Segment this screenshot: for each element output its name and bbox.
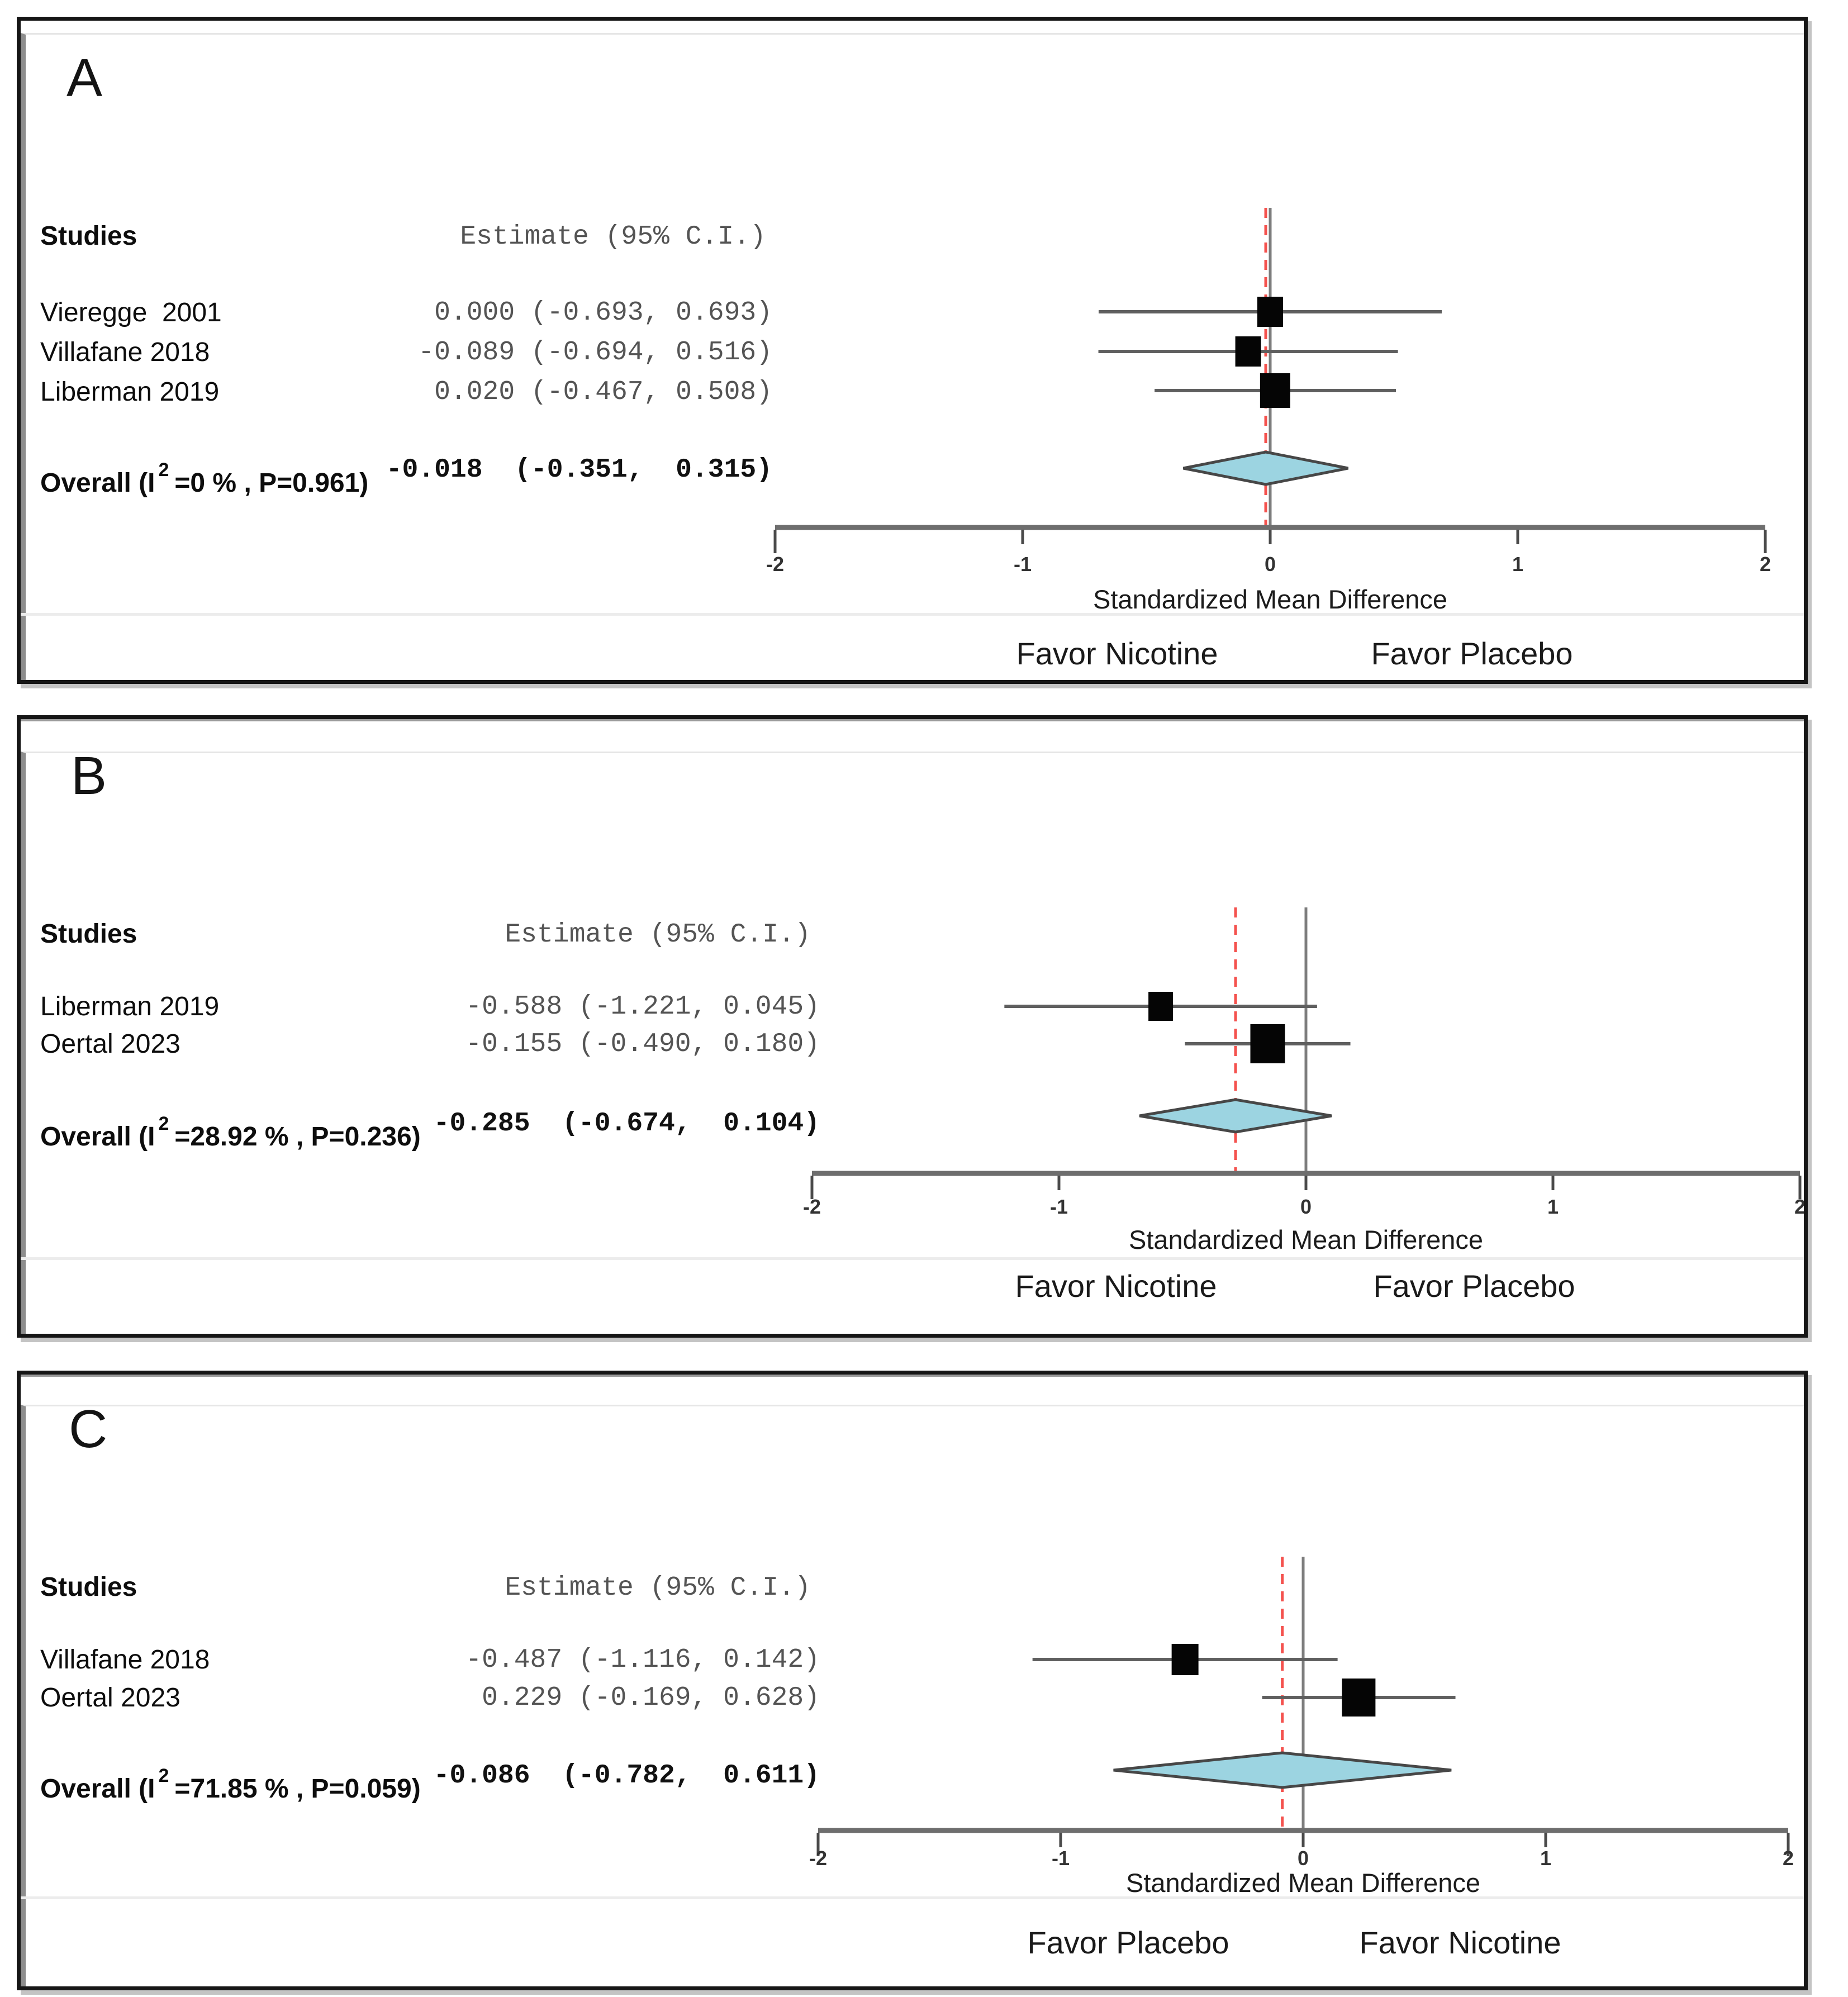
tick-label: 2 — [1794, 1195, 1804, 1218]
overall-suffix: =71.85 % , P=0.059) — [174, 1774, 421, 1804]
overall-label-c: Overall (I 2 =71.85 % , P=0.059) — [40, 1761, 421, 1804]
estimate-header-b: Estimate (95% C.I.) — [505, 920, 811, 950]
forest-plot-b: -2 -1 0 1 2 — [803, 907, 1804, 1218]
estimate-header-c: Estimate (95% C.I.) — [505, 1573, 811, 1603]
forest-plot-a: -2 -1 0 1 2 — [766, 208, 1771, 576]
study-name: Oertal 2023 — [40, 1029, 180, 1059]
x-axis-label-b: Standardized Mean Difference — [1128, 1225, 1484, 1254]
study-estimate: 0.229 (-0.169, 0.628) — [482, 1683, 820, 1713]
study-square — [1342, 1679, 1376, 1717]
tick-label: -1 — [1052, 1847, 1070, 1870]
overall-prefix: Overall (I — [40, 1774, 155, 1804]
tick-label: 1 — [1512, 553, 1523, 576]
overall-prefix: Overall (I — [40, 1122, 155, 1152]
overall-sup: 2 — [158, 459, 169, 481]
forest-plot-c: -2 -1 0 1 2 — [809, 1557, 1794, 1870]
study-estimate: 0.000 (-0.693, 0.693) — [434, 298, 772, 328]
overall-estimate-a: -0.018 (-0.351, 0.315) — [386, 455, 772, 485]
study-estimate: 0.020 (-0.467, 0.508) — [434, 377, 772, 407]
study-name: Liberman 2019 — [40, 992, 220, 1021]
studies-header-a: Studies — [40, 221, 137, 251]
tick-label: -2 — [803, 1195, 821, 1218]
favor-right-label-c: Favor Nicotine — [1359, 1925, 1561, 1960]
tick-label: -1 — [1014, 553, 1032, 576]
study-name: Vieregge 2001 — [40, 298, 222, 327]
panel-c-letter: C — [69, 1399, 108, 1459]
panel-a: -2 -1 0 1 2 A Studies Estimate (95% C.I.) Vi… — [17, 17, 1808, 684]
x-axis-label-c: Standardized Mean Difference — [1125, 1868, 1481, 1898]
study-estimate: -0.089 (-0.694, 0.516) — [418, 337, 772, 368]
overall-label-b: Overall (I 2 =28.92 % , P=0.236) — [40, 1109, 421, 1152]
tick-label: 0 — [1265, 553, 1276, 576]
studies-header-c: Studies — [40, 1572, 137, 1602]
studies-header-b: Studies — [40, 919, 137, 949]
favor-left-label-c: Favor Placebo — [1027, 1925, 1229, 1960]
study-name: Villafane 2018 — [40, 1645, 210, 1675]
divider-b — [21, 1257, 1804, 1260]
overall-prefix: Overall (I — [40, 468, 155, 498]
divider-c — [21, 1896, 1804, 1899]
study-name: Liberman 2019 — [40, 377, 220, 407]
overall-suffix: =0 % , P=0.961) — [174, 468, 369, 498]
panel-c: -2 -1 0 1 2 C Studies Estimate (95% C.I.) Vi… — [17, 1371, 1808, 1990]
study-estimate: -0.155 (-0.490, 0.180) — [465, 1029, 820, 1059]
tick-label: -2 — [809, 1847, 827, 1870]
tick-label: -2 — [766, 553, 784, 576]
study-name: Oertal 2023 — [40, 1683, 180, 1713]
estimate-header-a: Estimate (95% C.I.) — [460, 222, 766, 252]
divider-a — [21, 613, 1804, 616]
panel-a-letter: A — [66, 48, 103, 108]
overall-suffix: =28.92 % , P=0.236) — [174, 1122, 421, 1152]
study-estimate: -0.487 (-1.116, 0.142) — [465, 1645, 820, 1675]
tick-label: 1 — [1540, 1847, 1551, 1870]
overall-estimate-c: -0.086 (-0.782, 0.611) — [433, 1761, 820, 1791]
favor-right-label-a: Favor Placebo — [1371, 636, 1573, 671]
panel-b-letter: B — [71, 746, 107, 806]
study-estimate: -0.588 (-1.221, 0.045) — [465, 992, 820, 1022]
study-name: Villafane 2018 — [40, 337, 210, 367]
tick-label: 2 — [1783, 1847, 1794, 1870]
favor-left-label-b: Favor Nicotine — [1015, 1268, 1217, 1304]
overall-label-a: Overall (I 2 =0 % , P=0.961) — [40, 455, 368, 498]
overall-sup: 2 — [158, 1765, 169, 1786]
study-square — [1250, 1024, 1285, 1063]
panel-b: -2 -1 0 1 2 B Studies Estimate (95% C.I.) Li… — [17, 715, 1808, 1338]
study-square — [1171, 1644, 1199, 1675]
study-square — [1148, 992, 1174, 1021]
study-square — [1235, 336, 1261, 367]
tick-label: -1 — [1050, 1195, 1068, 1218]
x-axis-label-a: Standardized Mean Difference — [1092, 584, 1448, 614]
summary-diamond — [1139, 1098, 1332, 1134]
tick-label: 1 — [1547, 1195, 1559, 1218]
study-square — [1260, 373, 1290, 408]
tick-label: 2 — [1760, 553, 1771, 576]
summary-diamond — [1183, 450, 1349, 486]
overall-sup: 2 — [158, 1113, 169, 1134]
study-square — [1257, 297, 1283, 327]
overall-estimate-b: -0.285 (-0.674, 0.104) — [433, 1109, 820, 1139]
favor-right-label-b: Favor Placebo — [1373, 1268, 1575, 1304]
tick-label: 0 — [1300, 1195, 1312, 1218]
favor-left-label-a: Favor Nicotine — [1016, 636, 1218, 671]
tick-label: 0 — [1298, 1847, 1309, 1870]
summary-diamond — [1113, 1751, 1452, 1789]
